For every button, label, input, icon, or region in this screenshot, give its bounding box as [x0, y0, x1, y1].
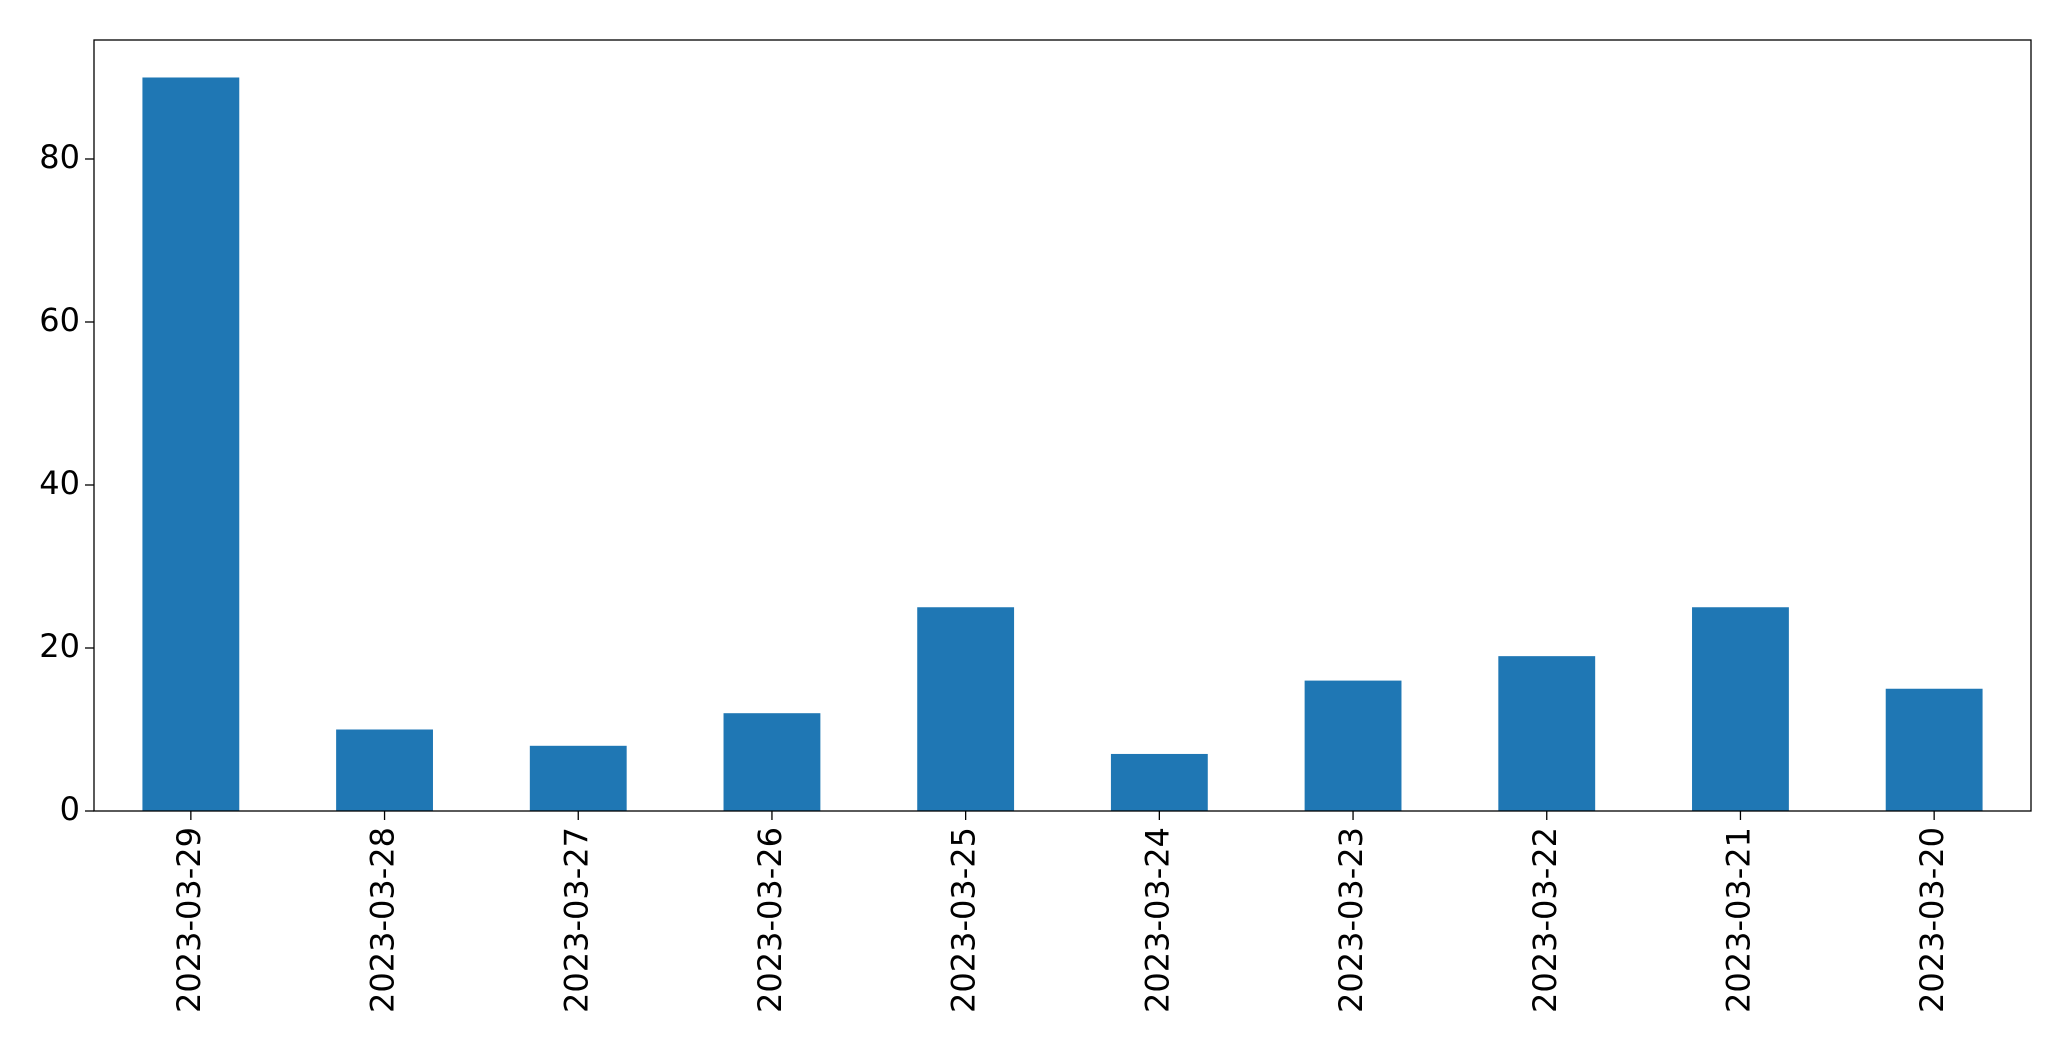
y-tick-label: 0	[60, 790, 80, 828]
bar	[1304, 680, 1402, 811]
bar	[142, 77, 240, 812]
bar	[336, 729, 433, 811]
bar	[529, 745, 627, 811]
x-tick-label: 2023-03-29	[170, 827, 208, 1013]
bar	[1692, 607, 1789, 811]
y-tick-label: 60	[39, 301, 80, 339]
x-tick-label: 2023-03-22	[1526, 827, 1564, 1013]
x-tick-label: 2023-03-21	[1719, 827, 1757, 1013]
x-tick-label: 2023-03-27	[557, 827, 595, 1013]
x-tick-label: 2023-03-20	[1913, 827, 1951, 1013]
bar	[1110, 753, 1208, 811]
bar	[1498, 656, 1596, 811]
y-tick-label: 80	[39, 138, 80, 176]
bar	[723, 713, 821, 811]
plot-frame	[93, 39, 2032, 812]
x-tick-label: 2023-03-25	[945, 827, 983, 1013]
y-tick-label: 40	[39, 464, 80, 502]
x-tick-label: 2023-03-28	[364, 827, 402, 1013]
y-tick-label: 20	[39, 627, 80, 665]
x-tick-label: 2023-03-23	[1332, 827, 1370, 1013]
x-tick-label: 2023-03-24	[1138, 827, 1176, 1013]
bar	[917, 607, 1015, 811]
x-tick-label: 2023-03-26	[751, 827, 789, 1013]
bar	[1885, 688, 1983, 811]
